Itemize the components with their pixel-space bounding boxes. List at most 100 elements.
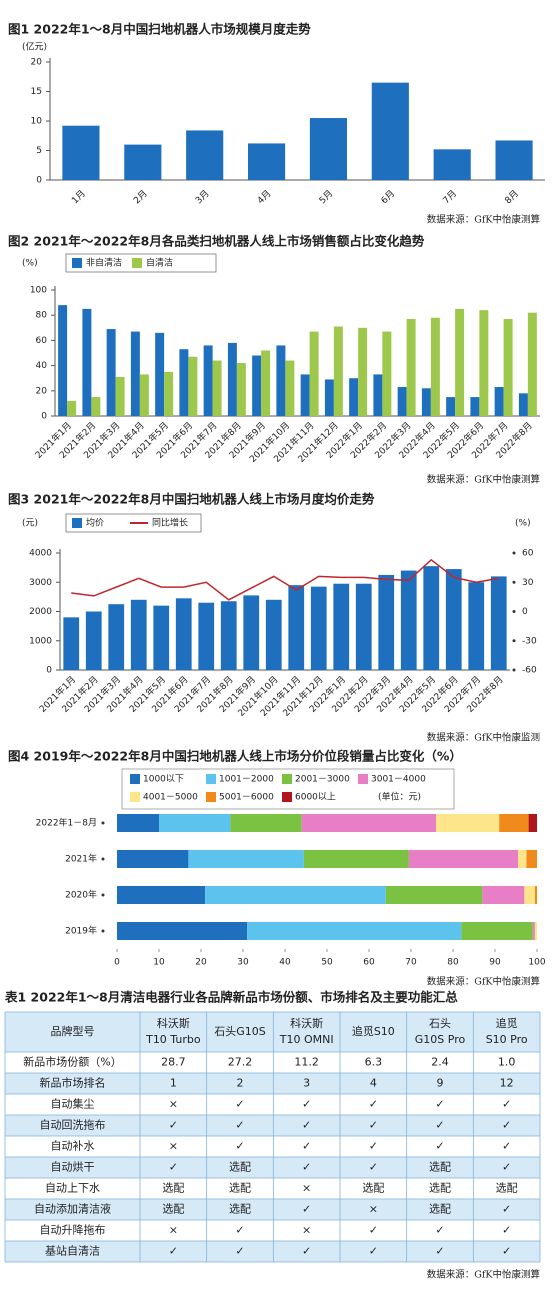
bar [63, 617, 80, 670]
table-cell: ✓ [169, 1119, 178, 1132]
table-cell: ✓ [235, 1119, 244, 1132]
bar [468, 582, 485, 670]
source-note: 数据来源：GfK中怡康测算 [427, 474, 540, 486]
table-cell: ✓ [369, 1140, 378, 1153]
table-cell: ✓ [502, 1161, 511, 1174]
table-cell: ✓ [235, 1224, 244, 1237]
table-cell: 6.3 [365, 1056, 383, 1069]
x-tick-label: 80 [447, 958, 459, 968]
bar [243, 595, 260, 670]
bar-segment [436, 814, 500, 832]
table-cell: ✓ [502, 1140, 511, 1153]
table-cell: ✓ [302, 1245, 311, 1258]
bar-segment [301, 814, 437, 832]
x-tick-label: 20 [195, 958, 207, 968]
y-tick-label: 2022年1－8月 [36, 817, 97, 829]
bar-segment [159, 814, 231, 832]
y2-tick [512, 639, 516, 643]
y-tick-label: 2021年 [65, 853, 97, 865]
table-cell: 选配 [229, 1161, 251, 1174]
bar [433, 149, 471, 180]
table-cell: 自动回洗拖布 [40, 1118, 106, 1132]
table-row-bg [5, 1073, 540, 1094]
bar-segment [117, 850, 189, 868]
legend-marker [282, 792, 292, 802]
bar [333, 583, 350, 670]
chart-title: 图1 2022年1～8月中国扫地机器人市场规模月度走势 [8, 22, 311, 37]
bar [186, 130, 224, 180]
table-header-cell: 追觅 [496, 1016, 518, 1030]
bar-segment [385, 886, 483, 904]
bar [349, 378, 359, 416]
y-tick-label: 0 [41, 412, 47, 422]
bar [378, 574, 395, 670]
table-header-cell: 石头 [429, 1017, 451, 1030]
bar [400, 570, 417, 670]
bar [324, 379, 334, 416]
y-tick-label: 60 [36, 336, 48, 346]
bar [309, 118, 347, 180]
bar [423, 566, 440, 670]
source-note: 数据来源：GfK中怡康测算 [427, 976, 540, 988]
table-cell: 自动补水 [51, 1140, 95, 1153]
bar [288, 585, 305, 670]
y-tick [101, 857, 105, 861]
legend-label: 6000以上 [295, 792, 336, 803]
bar-segment [482, 886, 525, 904]
y-tick-label: 20 [36, 386, 48, 396]
legend-marker [130, 792, 140, 802]
bar [164, 371, 174, 416]
table-cell: ✓ [369, 1245, 378, 1258]
table-cell: ✓ [435, 1224, 444, 1237]
table-cell: × [169, 1098, 178, 1111]
bar [285, 360, 295, 416]
bar-segment [534, 886, 537, 904]
bar [300, 374, 310, 416]
bar [261, 350, 271, 416]
bar [397, 387, 407, 416]
bar [62, 125, 100, 180]
table-cell: 自动集尘 [51, 1097, 95, 1111]
bar [248, 143, 286, 180]
bar [153, 605, 170, 670]
bar-segment [188, 850, 304, 868]
table-cell: ✓ [502, 1245, 511, 1258]
y-tick-label: 80 [36, 311, 48, 321]
bar [527, 312, 537, 416]
y2-tick [512, 580, 516, 584]
legend-marker [72, 258, 82, 268]
bar-segment [117, 922, 248, 940]
table-cell: 选配 [162, 1182, 184, 1195]
legend-label: 3001－4000 [371, 775, 426, 785]
bar [212, 360, 222, 416]
legend-marker [206, 792, 216, 802]
bar [124, 144, 162, 180]
bar [494, 387, 504, 416]
bar [310, 586, 327, 670]
bar [175, 598, 192, 670]
table-cell: 3 [303, 1077, 310, 1090]
y-tick [101, 893, 105, 897]
bar [236, 363, 246, 416]
bar-segment [526, 850, 537, 868]
table-cell: ✓ [369, 1098, 378, 1111]
bar [333, 326, 343, 416]
y-axis-label: (%) [22, 259, 38, 269]
bar-segment [518, 850, 527, 868]
y-tick-label: 1000 [29, 636, 52, 646]
chart-title: 图2 2021年～2022年8月各品类扫地机器人线上市场销售额占比变化趋势 [8, 234, 425, 249]
table-cell: ✓ [502, 1098, 511, 1111]
y-tick-label: 20 [31, 58, 43, 68]
table-cell: ✓ [169, 1161, 178, 1174]
y-axis-label: (亿元) [22, 41, 47, 53]
x-tick-label: 70 [405, 958, 417, 968]
legend-label: 同比增长 [152, 517, 188, 529]
legend-label: 1001－2000 [219, 775, 274, 785]
table-header-cell: 科沃斯 [290, 1016, 323, 1030]
y2-tick [512, 610, 516, 613]
y-tick-label: 0 [36, 176, 42, 186]
bar [445, 569, 462, 670]
bar [85, 611, 102, 670]
table-cell: 12 [500, 1077, 514, 1090]
bar [179, 349, 189, 416]
